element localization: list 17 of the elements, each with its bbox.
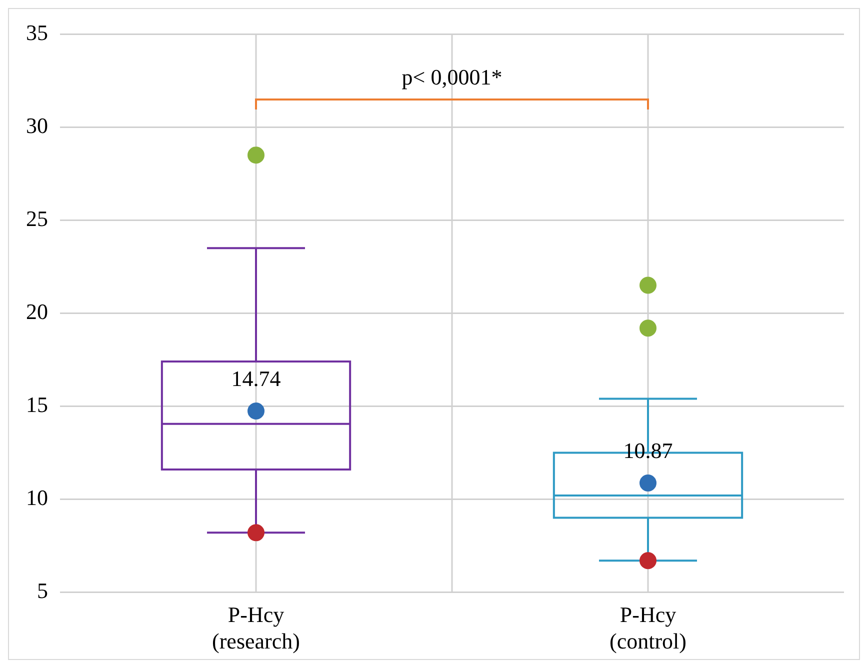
- y-tick-label: 5: [37, 578, 48, 603]
- annotation: p< 0,0001*: [402, 64, 502, 90]
- y-tick-label: 20: [26, 298, 48, 324]
- y-tick-label: 25: [26, 206, 48, 231]
- y-tick-label: 10: [26, 484, 48, 510]
- point: [248, 524, 264, 542]
- point: [640, 276, 656, 294]
- x-tick-label: P-Hcy (control): [610, 602, 686, 654]
- data-label: 14.74: [231, 366, 281, 391]
- x-tick-label: P-Hcy (research): [212, 602, 300, 654]
- point: [640, 474, 656, 492]
- y-tick-label: 35: [26, 20, 48, 45]
- point: [640, 552, 656, 570]
- y-tick-label: 15: [26, 392, 48, 417]
- point: [248, 146, 264, 164]
- point: [248, 402, 264, 420]
- y-tick-label: 30: [26, 112, 48, 138]
